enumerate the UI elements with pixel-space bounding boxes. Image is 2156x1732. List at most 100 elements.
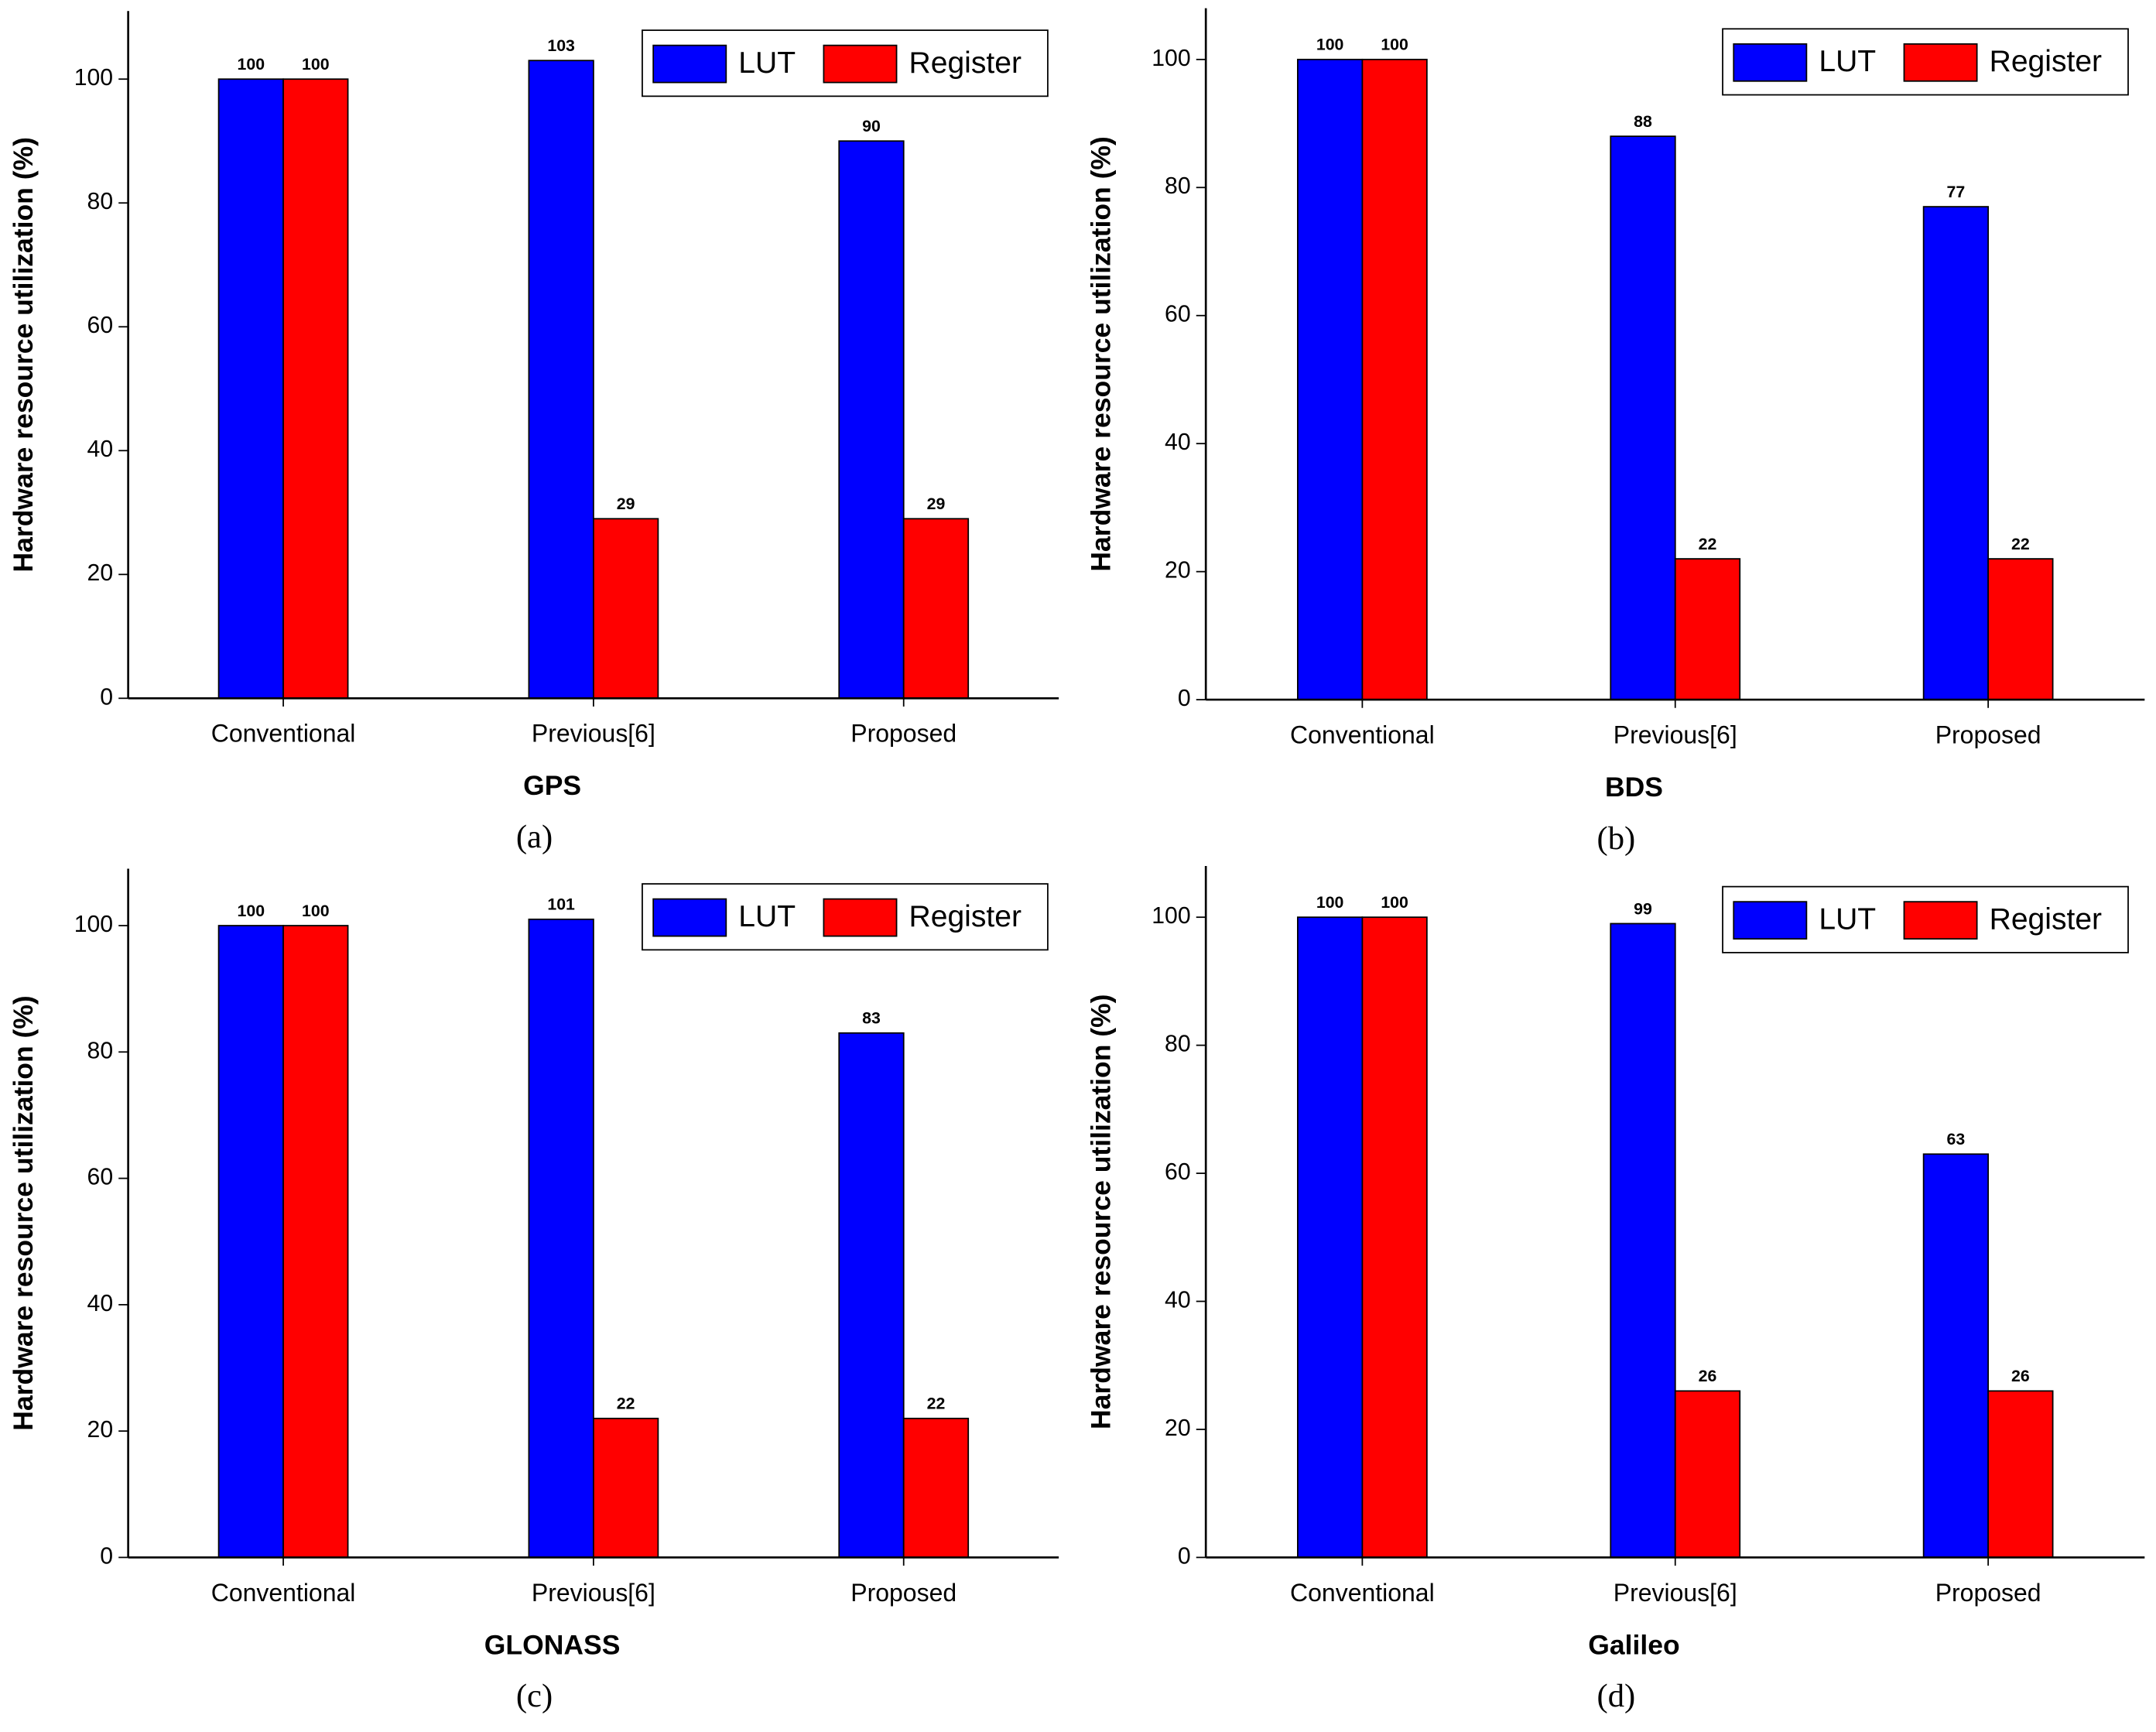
value-label: 100 bbox=[302, 55, 330, 74]
x-axis-title: GLONASS bbox=[484, 1629, 621, 1660]
y-tick-label: 80 bbox=[1165, 173, 1191, 199]
legend-swatch bbox=[1903, 43, 1978, 82]
bar bbox=[1610, 922, 1676, 1559]
y-tick-label: 60 bbox=[1165, 1159, 1191, 1185]
x-tick-label: Previous[6] bbox=[532, 1579, 655, 1607]
value-label: 103 bbox=[547, 36, 575, 55]
y-tick-label: 20 bbox=[87, 1417, 114, 1443]
value-label: 63 bbox=[1947, 1130, 1966, 1148]
y-axis-title: Hardware resource utilization (%) bbox=[1085, 994, 1116, 1429]
y-tick-label: 0 bbox=[1178, 1543, 1191, 1569]
legend-label: Register bbox=[1990, 45, 2102, 78]
y-tick-label: 100 bbox=[1152, 903, 1190, 929]
panel-label: (b) bbox=[1597, 820, 1636, 857]
x-axis-title: Galileo bbox=[1588, 1629, 1679, 1660]
bar bbox=[1297, 58, 1364, 700]
legend-swatch bbox=[652, 898, 727, 937]
bar bbox=[838, 140, 905, 700]
y-tick-label: 0 bbox=[1178, 686, 1191, 711]
y-tick-label: 40 bbox=[87, 1291, 114, 1316]
value-label: 90 bbox=[862, 117, 881, 135]
y-tick-label: 80 bbox=[1165, 1032, 1191, 1057]
y-tick-label: 100 bbox=[74, 912, 113, 937]
value-label: 22 bbox=[1699, 535, 1717, 553]
value-label: 22 bbox=[617, 1395, 635, 1413]
value-label: 100 bbox=[302, 902, 330, 920]
bar bbox=[1674, 1390, 1741, 1559]
value-label: 88 bbox=[1634, 112, 1652, 131]
value-label: 101 bbox=[547, 895, 575, 914]
bar bbox=[838, 1032, 905, 1559]
legend-label: LUT bbox=[1819, 45, 1876, 78]
x-tick-label: Proposed bbox=[1935, 721, 2041, 748]
x-tick-label: Conventional bbox=[1290, 721, 1435, 748]
x-tick-label: Proposed bbox=[850, 1579, 957, 1607]
y-tick-label: 100 bbox=[74, 65, 113, 91]
value-label: 22 bbox=[927, 1395, 946, 1413]
bar bbox=[528, 918, 594, 1559]
legend-swatch bbox=[652, 44, 727, 84]
y-tick-label: 0 bbox=[100, 1543, 113, 1569]
y-tick-label: 80 bbox=[87, 1038, 114, 1063]
bar bbox=[1610, 135, 1676, 700]
x-tick-label: Previous[6] bbox=[1614, 1579, 1737, 1607]
x-tick-label: Previous[6] bbox=[532, 720, 655, 748]
panel-label: (a) bbox=[516, 819, 553, 855]
legend-swatch bbox=[823, 898, 898, 937]
y-tick-label: 20 bbox=[1165, 1415, 1191, 1441]
value-label: 26 bbox=[1699, 1367, 1717, 1385]
bar bbox=[593, 1417, 659, 1559]
bar bbox=[1987, 558, 2054, 700]
x-axis-title: BDS bbox=[1605, 772, 1663, 803]
panel-label: (c) bbox=[516, 1678, 553, 1714]
y-axis-title: Hardware resource utilization (%) bbox=[8, 995, 39, 1430]
x-tick-label: Conventional bbox=[211, 1579, 356, 1607]
bar bbox=[217, 925, 284, 1559]
bar bbox=[1674, 558, 1741, 700]
bar bbox=[282, 925, 349, 1559]
x-tick-label: Proposed bbox=[850, 720, 957, 748]
value-label: 100 bbox=[1381, 893, 1408, 912]
value-label: 83 bbox=[862, 1009, 881, 1028]
legend-swatch bbox=[1903, 901, 1978, 940]
value-label: 100 bbox=[238, 55, 265, 74]
y-tick-label: 20 bbox=[1165, 558, 1191, 584]
value-label: 100 bbox=[1381, 36, 1408, 54]
bar bbox=[1361, 916, 1428, 1559]
bar bbox=[528, 60, 594, 700]
y-tick-label: 60 bbox=[1165, 302, 1191, 327]
y-axis-title: Hardware resource utilization (%) bbox=[8, 137, 39, 572]
y-tick-label: 40 bbox=[1165, 430, 1191, 455]
value-label: 77 bbox=[1947, 183, 1966, 201]
bar bbox=[1361, 58, 1428, 700]
value-label: 22 bbox=[2011, 535, 2030, 553]
legend-label: LUT bbox=[738, 900, 796, 933]
bar bbox=[1297, 916, 1364, 1559]
bar bbox=[1987, 1390, 2054, 1559]
legend-label: LUT bbox=[738, 46, 796, 80]
y-tick-label: 100 bbox=[1152, 46, 1190, 71]
y-tick-label: 40 bbox=[87, 436, 114, 462]
value-label: 100 bbox=[1316, 893, 1344, 912]
panel-label: (d) bbox=[1597, 1678, 1636, 1714]
x-tick-label: Proposed bbox=[1935, 1579, 2041, 1607]
x-tick-label: Conventional bbox=[211, 720, 356, 748]
legend-label: Register bbox=[909, 46, 1022, 80]
y-tick-label: 0 bbox=[100, 684, 113, 710]
y-axis-title: Hardware resource utilization (%) bbox=[1085, 136, 1116, 571]
value-label: 99 bbox=[1634, 899, 1652, 918]
legend-swatch bbox=[823, 44, 898, 84]
legend-label: Register bbox=[1990, 902, 2102, 936]
legend-swatch bbox=[1733, 901, 1808, 940]
x-tick-label: Conventional bbox=[1290, 1579, 1435, 1607]
bar bbox=[902, 1417, 970, 1559]
value-label: 100 bbox=[238, 902, 265, 920]
y-tick-label: 20 bbox=[87, 560, 114, 586]
value-label: 26 bbox=[2011, 1367, 2030, 1385]
y-tick-label: 60 bbox=[87, 1165, 114, 1190]
y-tick-label: 60 bbox=[87, 313, 114, 338]
value-label: 29 bbox=[927, 495, 946, 513]
bar bbox=[593, 518, 659, 700]
